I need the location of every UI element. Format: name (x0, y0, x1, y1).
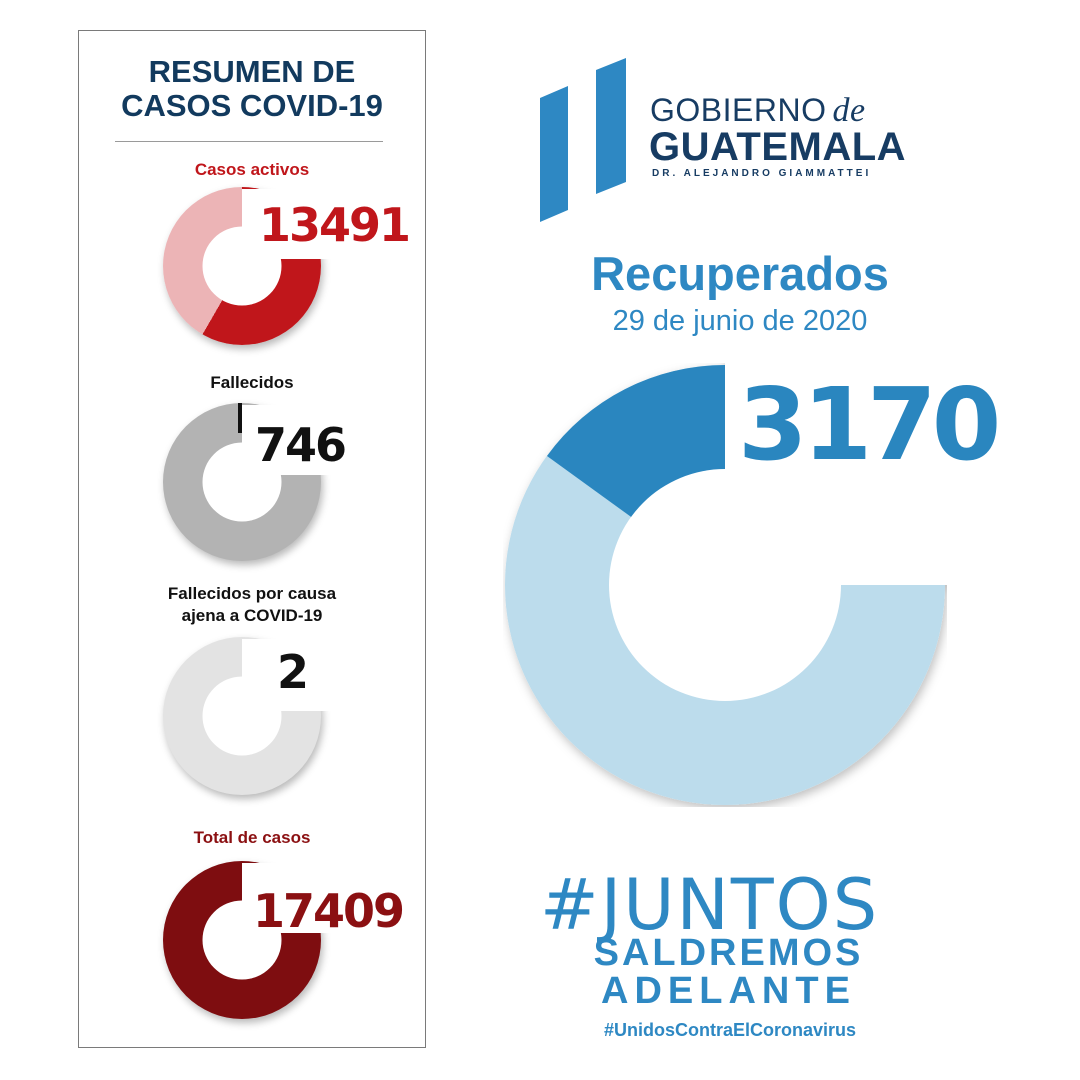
other-deaths-label-line1: Fallecidos por causa (167, 584, 337, 603)
total-cases-label: Total de casos (193, 828, 311, 847)
other-deaths-ring-gap (242, 639, 372, 711)
title-divider (115, 141, 383, 142)
total-cases-ring-gap (242, 863, 372, 933)
slogan-hashtag: #UnidosContraElCoronavirus (603, 1020, 857, 1040)
recovered-date: 29 de junio de 2020 (612, 305, 868, 337)
deaths-ring-tick (238, 403, 242, 433)
deaths-label: Fallecidos (210, 373, 294, 392)
summary-title-line2: CASOS COVID-19 (121, 88, 383, 123)
logo-gobierno: GOBIERNO de (650, 92, 866, 129)
active-cases-label: Casos activos (194, 160, 310, 179)
logo-de: de (832, 92, 866, 129)
slogan-adelante: ADELANTE (601, 970, 856, 1012)
logo-guatemala: GUATEMALA (649, 125, 907, 169)
deaths-value: 746 (255, 418, 347, 472)
logo-line1: GOBIERNO (650, 92, 827, 128)
recovered-ring (505, 363, 947, 805)
recovered-title: Recuperados (591, 247, 889, 300)
deaths-ring-gap (242, 405, 372, 475)
summary-title-line1: RESUMEN DE (148, 54, 356, 89)
recovered-value: 3170 (738, 366, 1001, 483)
other-deaths-label-line2: ajena a COVID-19 (181, 606, 323, 625)
summary-title: RESUMEN DE CASOS COVID-19 (79, 55, 425, 123)
total-cases-value: 17409 (253, 884, 405, 938)
active-cases-ring-gap (242, 189, 372, 259)
other-deaths-value: 2 (277, 645, 309, 699)
summary-panel: RESUMEN DE CASOS COVID-19 Casos activos … (78, 30, 426, 1048)
active-cases-value: 13491 (259, 198, 411, 252)
government-logo-icon (540, 58, 626, 222)
slogan-saldremos: SALDREMOS (593, 932, 864, 974)
logo-president: DR. ALEJANDRO GIAMMATTEI (652, 168, 872, 179)
other-deaths-label: Fallecidos por causa ajena a COVID-19 (79, 583, 425, 627)
slogan-juntos: #JUNTOS (540, 864, 880, 946)
